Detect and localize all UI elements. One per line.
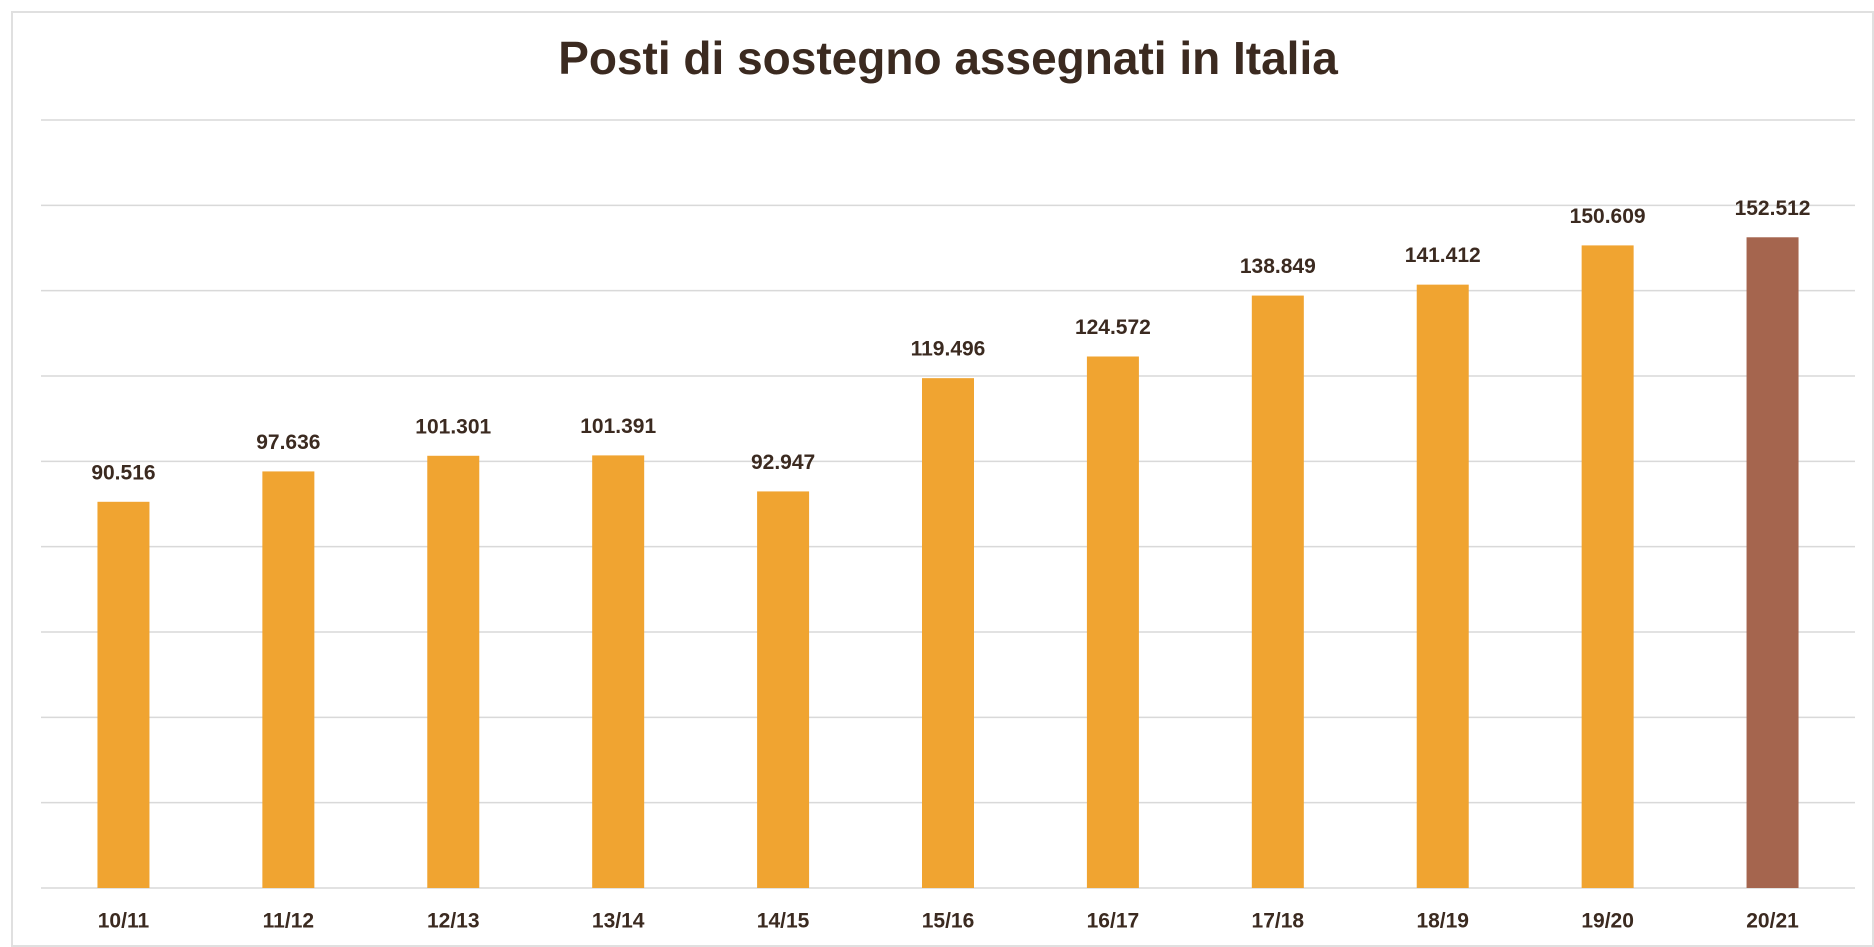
bar [262,471,315,888]
bar [1581,245,1634,888]
data-label: 150.609 [1570,205,1646,228]
bar [1416,284,1469,889]
bar [922,378,974,888]
bar [592,455,645,888]
x-tick-label: 16/17 [1087,910,1140,933]
x-tick-label: 17/18 [1252,910,1305,933]
bar [757,491,810,888]
data-label: 141.412 [1405,244,1481,267]
x-tick-label: 18/19 [1416,910,1469,933]
x-tick-label: 15/16 [922,910,975,933]
x-tick-label: 11/12 [263,910,314,933]
data-label: 152.512 [1735,197,1811,220]
bar [427,455,480,888]
data-label: 101.391 [580,415,656,438]
data-label: 124.572 [1075,316,1151,339]
bar [97,501,150,888]
x-tick-label: 20/21 [1746,910,1799,933]
data-label: 138.849 [1240,255,1316,278]
bar [1746,237,1799,889]
x-tick-label: 10/11 [98,910,150,933]
data-label: 97.636 [256,431,320,454]
data-label: 92.947 [751,451,815,474]
x-tick-label: 13/14 [592,910,645,933]
bar [1086,356,1139,888]
data-label: 101.301 [415,415,491,438]
x-tick-label: 19/20 [1581,910,1634,933]
bar [1251,295,1304,888]
data-label: 119.496 [911,338,986,361]
data-label: 90.516 [91,461,155,484]
x-tick-label: 12/13 [427,910,480,933]
x-tick-label: 14/15 [757,910,810,933]
chart-title: Posti di sostegno assegnati in Italia [558,32,1338,84]
